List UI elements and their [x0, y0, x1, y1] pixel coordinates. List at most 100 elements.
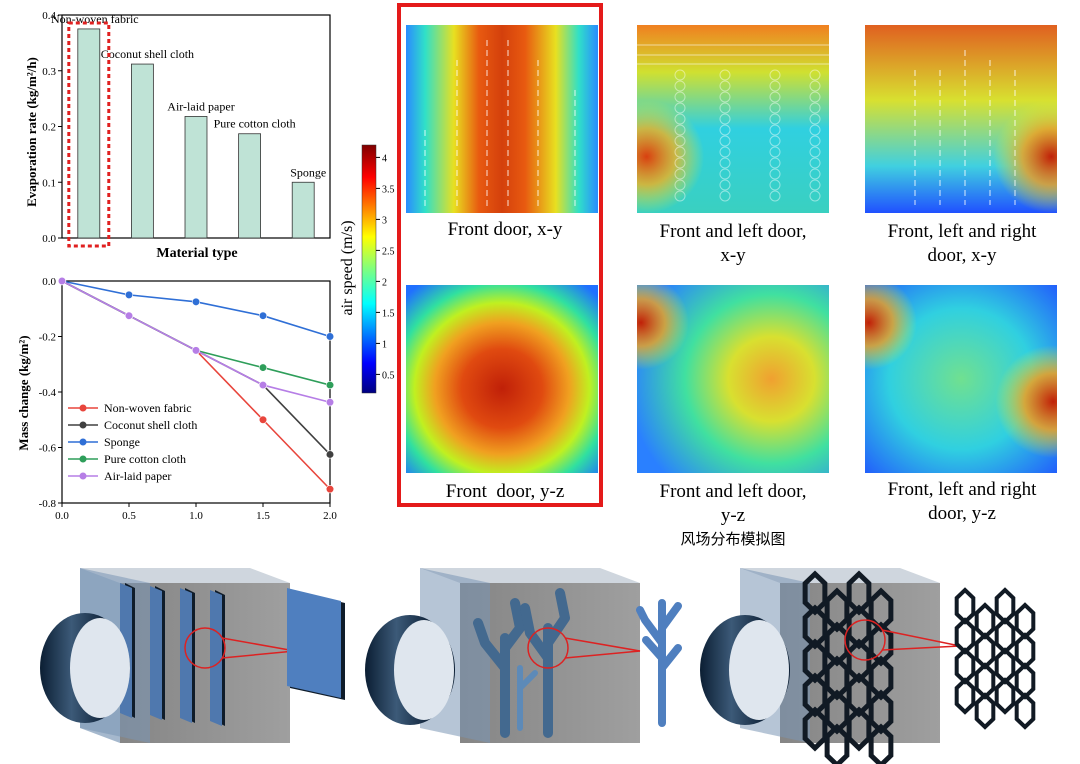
caption-front-left-right-door-yz: Front, left and right door, y-z — [887, 479, 1037, 524]
flow-marker — [769, 157, 781, 169]
line-ytick-label: -0.4 — [39, 387, 57, 399]
flow-marker — [719, 168, 731, 180]
flow-marker — [769, 135, 781, 147]
highlight-frame — [397, 3, 603, 507]
line-xtick-label: 0.5 — [122, 510, 136, 522]
hex-cell — [868, 621, 894, 667]
caption-front-left-door-yz: Front and left door, y-z — [659, 481, 807, 526]
legend-marker — [79, 455, 87, 463]
bar-2 — [184, 116, 208, 239]
heatmap-front-left-door-yz — [637, 285, 829, 473]
bar-1 — [131, 63, 154, 239]
bar-ylabel: Evaporation rate (kg/m²/h) — [24, 57, 39, 207]
flow-marker — [809, 135, 821, 147]
flow-marker — [719, 135, 731, 147]
flow-marker — [674, 168, 686, 180]
bar-0 — [77, 28, 101, 239]
colorbar-tick-label: 2 — [382, 277, 387, 288]
line-xtick-label: 1.5 — [256, 510, 270, 522]
flow-marker — [674, 135, 686, 147]
flow-marker — [719, 102, 731, 114]
flow-marker — [809, 168, 821, 180]
flow-marker — [674, 69, 686, 81]
flow-marker — [719, 190, 731, 202]
flow-marker — [674, 113, 686, 125]
flow-marker — [769, 113, 781, 125]
flow-marker — [809, 157, 821, 169]
legend-label: Coconut shell cloth — [104, 418, 197, 432]
bar-label: Sponge — [290, 165, 326, 179]
bar-label: Non-woven fabric — [51, 12, 139, 26]
colorbar-tick-label: 0.5 — [382, 370, 395, 381]
flow-marker — [809, 113, 821, 125]
flow-marker — [769, 190, 781, 202]
hex-cell — [1014, 692, 1036, 730]
bar-4 — [291, 181, 315, 239]
flow-marker — [769, 102, 781, 114]
caption-front-left-door-xy: Front and left door, x-y — [659, 221, 807, 266]
series-point — [325, 485, 335, 494]
bar-ytick-label: 0.2 — [42, 122, 56, 134]
legend-marker — [79, 438, 87, 446]
series-point — [124, 311, 134, 320]
flow-marker — [674, 91, 686, 103]
flow-marker — [809, 179, 821, 191]
caption-front-door-xy: Front door, x-y — [447, 219, 563, 240]
flow-marker — [719, 146, 731, 158]
caption-front-door-yz: Front door, y-z — [445, 481, 565, 502]
hex-cell — [868, 655, 894, 701]
series-point — [325, 398, 335, 407]
heatmap-front-door-yz — [406, 285, 598, 473]
bar-ytick-label: 0.3 — [42, 66, 56, 78]
line-ytick-label: -0.2 — [39, 332, 56, 344]
bar-label: Air-laid paper — [167, 99, 234, 113]
colorbar-tick-label: 3.5 — [382, 184, 395, 195]
flow-marker — [674, 157, 686, 169]
hex-cell — [994, 677, 1016, 715]
group-caption: 风场分布模拟图 — [680, 530, 786, 548]
flow-marker — [769, 124, 781, 136]
hex-cell — [974, 602, 996, 640]
hex-cell — [974, 632, 996, 670]
caption-front-left-right-door-xy: Front, left and right door, x-y — [887, 221, 1037, 266]
hex-cell — [868, 689, 894, 735]
heatmap-grid — [397, 3, 1057, 507]
heatmap-front-left-right-door-yz — [865, 285, 1057, 473]
series-line-2 — [61, 280, 331, 338]
hex-cell — [994, 647, 1016, 685]
flow-marker — [769, 80, 781, 92]
colorbar-tick-label: 4 — [382, 153, 387, 164]
legend-marker — [79, 404, 87, 412]
flow-marker — [809, 91, 821, 103]
flow-marker — [674, 179, 686, 191]
hex-cell — [1014, 602, 1036, 640]
series-point — [325, 450, 335, 459]
legend-marker — [79, 421, 87, 429]
series-point — [258, 380, 268, 390]
flow-marker — [769, 168, 781, 180]
flow-marker — [809, 102, 821, 114]
colorbar: 4 3.5 3 2.5 2 1.5 1 0.5 air speed (m/s) — [340, 144, 395, 394]
bar-3 — [238, 133, 261, 239]
bar-label: Pure cotton cloth — [214, 117, 296, 131]
bar-ytick-label: 0.0 — [42, 233, 56, 245]
flow-marker — [674, 102, 686, 114]
hex-cell — [1014, 662, 1036, 700]
series-point — [325, 332, 335, 341]
flow-marker — [719, 179, 731, 191]
line-xtick-label: 2.0 — [323, 510, 337, 522]
flow-marker — [674, 146, 686, 158]
flow-marker — [719, 69, 731, 81]
series-point — [258, 415, 268, 424]
bar-highlight-box — [67, 21, 111, 248]
colorbar-gradient — [361, 144, 377, 394]
bar-label: Coconut shell cloth — [101, 47, 194, 61]
line-ytick-label: 0.0 — [42, 276, 56, 288]
structure-illustrations — [40, 568, 1036, 764]
flow-marker — [769, 179, 781, 191]
heatmap-front-left-door-xy — [637, 25, 829, 213]
hex-cell — [868, 723, 894, 764]
flow-marker — [809, 190, 821, 202]
series-point — [325, 380, 335, 390]
flow-marker — [809, 124, 821, 136]
